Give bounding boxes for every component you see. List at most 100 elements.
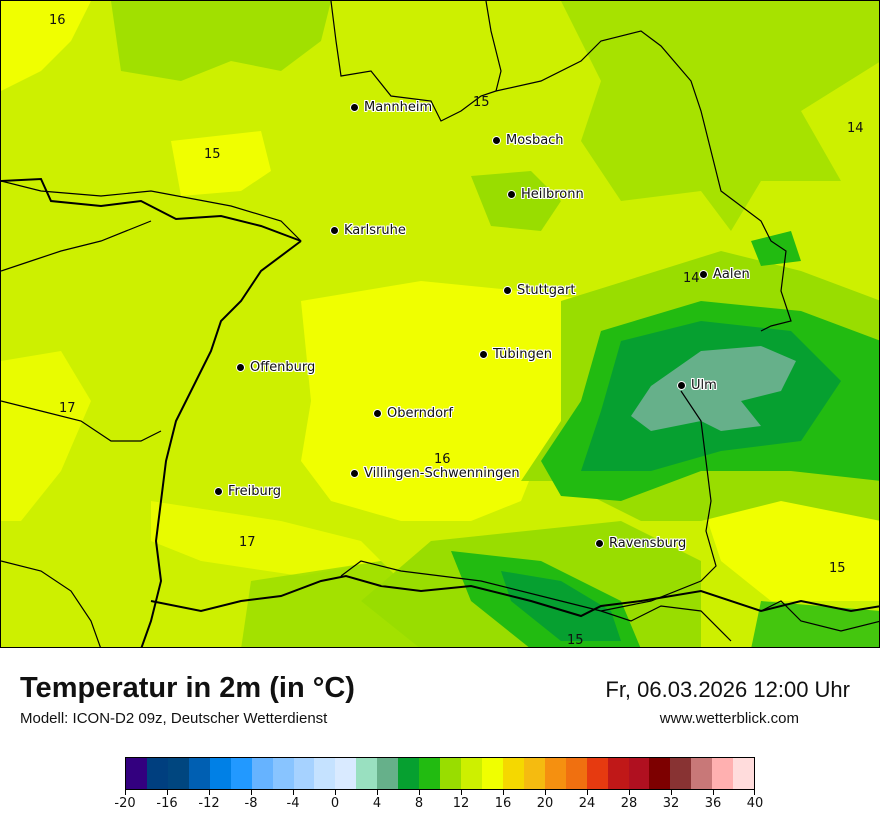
colorbar-segment <box>251 758 273 789</box>
city-marker-icon <box>595 539 604 548</box>
colorbar-tick-label: -4 <box>286 796 300 811</box>
colorbar-tick <box>419 790 420 795</box>
map-field <box>1 1 879 647</box>
colorbar-segment <box>272 758 294 789</box>
city-heilbronn: Heilbronn <box>507 187 584 202</box>
isotherm-label: 15 <box>567 633 584 648</box>
colorbar-tick <box>671 790 672 795</box>
isotherm-label: 16 <box>434 452 451 467</box>
colorbar-tick <box>713 790 714 795</box>
colorbar-tick <box>251 790 252 795</box>
city-karlsruhe: Karlsruhe <box>330 223 406 238</box>
colorbar-segment <box>398 758 420 789</box>
colorbar-tick-label: 16 <box>494 796 512 811</box>
colorbar-segment <box>230 758 252 789</box>
city-ulm: Ulm <box>677 378 717 393</box>
city-marker-icon <box>373 409 382 418</box>
colorbar-tick-label: 24 <box>578 796 596 811</box>
city-marker-icon <box>236 363 245 372</box>
colorbar-segment <box>586 758 608 789</box>
isotherm-label: 14 <box>847 121 864 136</box>
valid-datetime: Fr, 06.03.2026 12:00 Uhr <box>605 677 850 702</box>
colorbar-tick-label: 4 <box>372 796 382 811</box>
colorbar-tick-label: 20 <box>536 796 554 811</box>
isotherm-label: 17 <box>59 401 76 416</box>
colorbar-tick <box>461 790 462 795</box>
colorbar-segment <box>733 758 755 789</box>
colorbar-segment <box>419 758 441 789</box>
colorbar-segment <box>565 758 587 789</box>
colorbar-segment <box>461 758 482 789</box>
temperature-map: Mannheim Mosbach Heilbronn Karlsruhe Aal… <box>0 0 880 648</box>
isotherm-label: 15 <box>829 561 846 576</box>
colorbar-segment <box>649 758 671 789</box>
city-marker-icon <box>214 487 223 496</box>
city-marker-icon <box>677 381 686 390</box>
city-stuttgart: Stuttgart <box>503 283 575 298</box>
colorbar-segment <box>146 758 168 789</box>
colorbar-tick-label: -16 <box>156 796 178 811</box>
city-villingen-schwenningen: Villingen-Schwenningen <box>350 466 520 481</box>
colorbar-segment <box>712 758 734 789</box>
map-title: Temperatur in 2m (in °C) <box>20 672 355 704</box>
city-freiburg: Freiburg <box>214 484 281 499</box>
colorbar-segment <box>481 758 503 789</box>
city-marker-icon <box>479 350 488 359</box>
colorbar-tick <box>754 790 755 795</box>
colorbar-ticks: -20 -16 -12 -8 -4 0 4 8 12 16 20 24 28 32 36 40 <box>114 790 763 820</box>
colorbar-tick-label: 8 <box>414 796 424 811</box>
colorbar-segment <box>607 758 629 789</box>
colorbar-tick-label: -20 <box>114 796 136 811</box>
colorbar-segment <box>377 758 399 789</box>
isotherm-label: 16 <box>49 13 66 28</box>
colorbar-segment <box>335 758 357 789</box>
city-marker-icon <box>350 469 359 478</box>
colorbar-tick-label: 28 <box>620 796 638 811</box>
colorbar-tick <box>293 790 294 795</box>
colorbar-segment <box>126 758 147 789</box>
city-marker-icon <box>699 270 708 279</box>
city-tuebingen: Tübingen <box>479 347 552 362</box>
colorbar-tick-label: 32 <box>662 796 680 811</box>
isotherm-label: 15 <box>473 95 490 110</box>
colorbar-tick <box>587 790 588 795</box>
colorbar-segment <box>670 758 692 789</box>
colorbar-segment <box>628 758 650 789</box>
colorbar-segment <box>691 758 713 789</box>
colorbar-segment <box>544 758 566 789</box>
website-credit: www.wetterblick.com <box>659 710 799 727</box>
colorbar-tick <box>503 790 504 795</box>
city-marker-icon <box>350 103 359 112</box>
colorbar-tick-label: -12 <box>198 796 220 811</box>
city-aalen: Aalen <box>699 267 750 282</box>
city-marker-icon <box>503 286 512 295</box>
colorbar-segment <box>356 758 378 789</box>
colorbar-tick-label: 36 <box>704 796 722 811</box>
city-mosbach: Mosbach <box>492 133 564 148</box>
city-oberndorf: Oberndorf <box>373 406 453 421</box>
colorbar-tick <box>209 790 210 795</box>
isotherm-label: 15 <box>204 147 221 162</box>
colorbar-segment <box>209 758 231 789</box>
colorbar-tick-label: -8 <box>244 796 258 811</box>
colorbar-tick <box>377 790 378 795</box>
colorbar-tick <box>167 790 168 795</box>
city-offenburg: Offenburg <box>236 360 315 375</box>
colorbar-segment <box>502 758 524 789</box>
isotherm-label: 14 <box>683 271 700 286</box>
colorbar-segment <box>440 758 461 789</box>
city-marker-icon <box>330 226 339 235</box>
colorbar-tick <box>629 790 630 795</box>
city-marker-icon <box>492 136 501 145</box>
city-marker-icon <box>507 190 516 199</box>
isotherm-label: 17 <box>239 535 256 550</box>
colorbar-tick-label: 12 <box>452 796 470 811</box>
colorbar-tick <box>545 790 546 795</box>
colorbar-segment <box>293 758 315 789</box>
colorbar-segment <box>523 758 545 789</box>
colorbar-tick <box>335 790 336 795</box>
city-mannheim: Mannheim <box>350 100 432 115</box>
colorbar <box>125 757 755 790</box>
colorbar-tick-label: 0 <box>330 796 340 811</box>
colorbar-segment <box>314 758 336 789</box>
